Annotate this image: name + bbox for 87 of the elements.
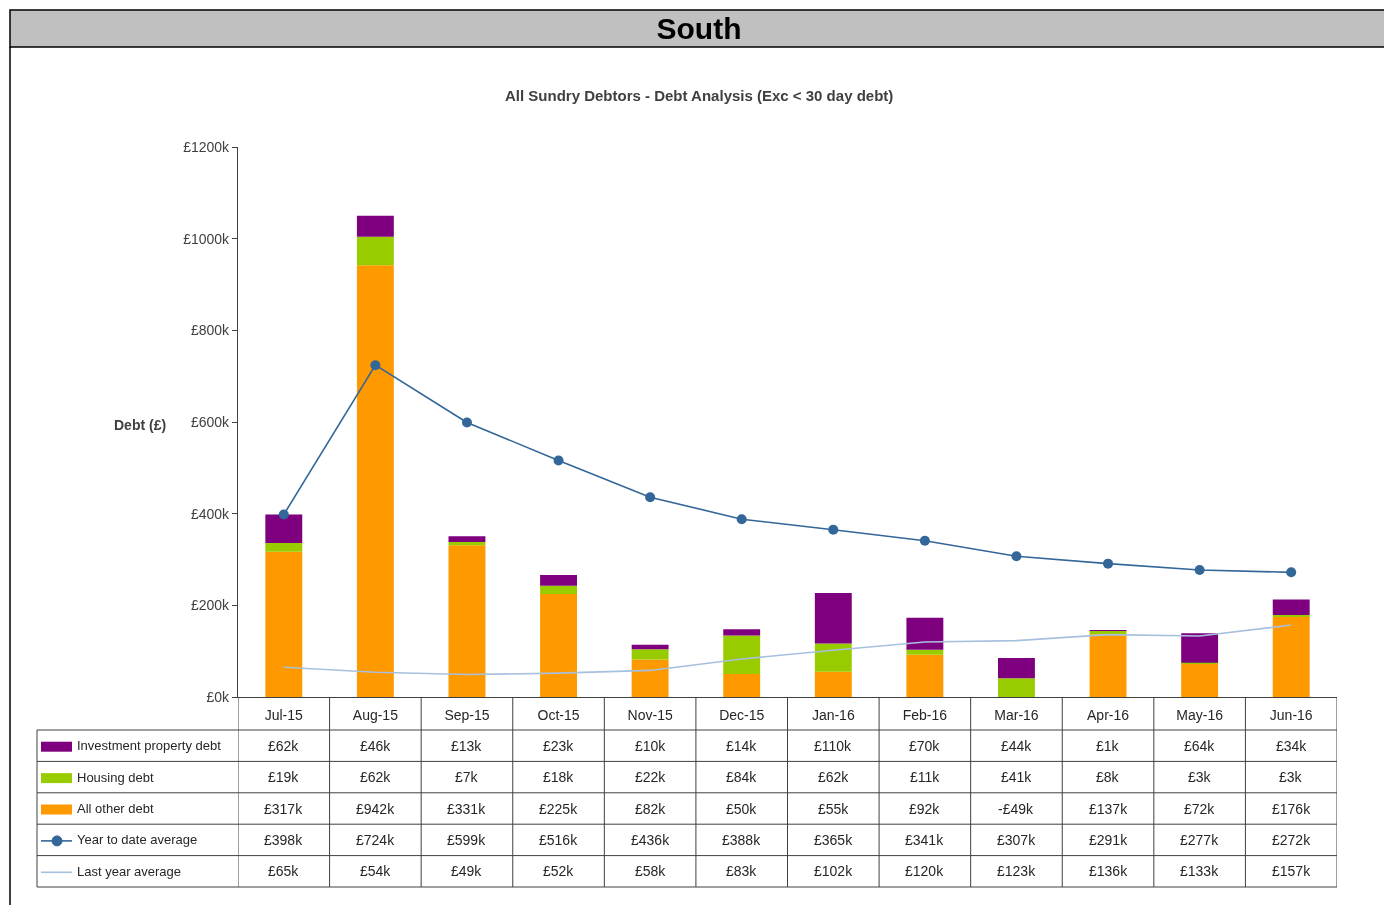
- data-label: £1k: [1096, 738, 1120, 754]
- chart-title: South: [656, 12, 742, 45]
- data-label: £84k: [726, 769, 758, 785]
- data-label: £120k: [905, 863, 945, 879]
- data-label: £398k: [264, 832, 304, 848]
- data-label: £307k: [997, 832, 1037, 848]
- data-label: £22k: [635, 769, 667, 785]
- data-label: £291k: [1089, 832, 1129, 848]
- data-label: £55k: [818, 801, 850, 817]
- x-tick-label: Jun-16: [1269, 706, 1313, 723]
- x-tick-label: Aug-15: [352, 706, 399, 723]
- data-label: £11k: [910, 769, 941, 785]
- data-label: £50k: [726, 801, 758, 817]
- x-tick-label: May-16: [1176, 706, 1224, 723]
- data-label: £157k: [1272, 863, 1312, 879]
- data-label: £19k: [268, 769, 300, 785]
- data-label: £516k: [539, 832, 579, 848]
- data-label: £942k: [356, 801, 396, 817]
- data-label: £102k: [814, 863, 854, 879]
- y-axis-title: Debt (£): [114, 417, 167, 433]
- data-label: £23k: [543, 738, 575, 754]
- data-label: £3k: [1188, 769, 1212, 785]
- data-label: £62k: [268, 738, 300, 754]
- data-label: £272k: [1272, 832, 1312, 848]
- legend-label: All other debt: [77, 801, 154, 816]
- data-label: £136k: [1089, 863, 1129, 879]
- x-tick-label: Sep-15: [444, 706, 490, 723]
- data-label: £92k: [909, 801, 941, 817]
- x-tick-label: Jul-15: [264, 706, 304, 723]
- y-tick-label: £200k: [190, 597, 231, 614]
- data-label: £64k: [1184, 738, 1216, 754]
- data-label: £58k: [635, 863, 667, 879]
- data-label: £436k: [631, 832, 671, 848]
- y-tick-label: £400k: [190, 505, 231, 522]
- y-tick-label: £800k: [190, 322, 231, 339]
- data-label: £225k: [539, 801, 579, 817]
- x-tick-label: Oct-15: [537, 706, 580, 723]
- text: -£49k: [998, 801, 1034, 817]
- data-label: £110k: [814, 738, 853, 754]
- data-label: £3k: [1279, 769, 1303, 785]
- data-label: £331k: [447, 801, 487, 817]
- x-tick-label: Mar-16: [994, 706, 1039, 723]
- data-label: £83k: [726, 863, 758, 879]
- y-tick-label: £1000k: [183, 230, 231, 247]
- data-label: £72k: [1184, 801, 1216, 817]
- data-label: £137k: [1089, 801, 1129, 817]
- data-label: £599k: [447, 832, 487, 848]
- data-label: £123k: [997, 863, 1037, 879]
- data-label: £7k: [455, 769, 479, 785]
- data-label: £176k: [1272, 801, 1312, 817]
- data-label: £10k: [635, 738, 667, 754]
- x-tick-label: Feb-16: [902, 706, 948, 723]
- data-label: £388k: [722, 832, 762, 848]
- legend-label: Last year average: [77, 864, 182, 879]
- data-label: £44k: [1001, 738, 1033, 754]
- data-label: £133k: [1180, 863, 1220, 879]
- data-label: £46k: [360, 738, 392, 754]
- data-label: £54k: [360, 863, 392, 879]
- legend-label: Year to date average: [77, 832, 198, 847]
- data-label: £52k: [543, 863, 575, 879]
- legend-label: Housing debt: [77, 770, 154, 785]
- data-label: £13k: [451, 738, 483, 754]
- chart-subtitle: All Sundry Debtors - Debt Analysis (Exc < 30 day debt): [505, 87, 894, 104]
- data-label: £317k: [264, 801, 304, 817]
- data-label: £34k: [1276, 738, 1308, 754]
- data-label: £49k: [451, 863, 483, 879]
- y-tick-label: £600k: [190, 413, 231, 430]
- x-tick-label: Nov-15: [627, 706, 673, 723]
- data-label: £62k: [818, 769, 850, 785]
- data-label: £18k: [543, 769, 575, 785]
- data-label: £41k: [1001, 769, 1033, 785]
- y-tick-label: £1200k: [183, 138, 231, 155]
- data-label: £724k: [356, 832, 396, 848]
- data-label: £277k: [1180, 832, 1220, 848]
- data-label: £70k: [909, 738, 941, 754]
- x-tick-label: Apr-16: [1087, 706, 1130, 723]
- data-label: £8k: [1096, 769, 1120, 785]
- legend-label: Investment property debt: [77, 738, 222, 753]
- data-label: £82k: [635, 801, 667, 817]
- y-tick-label: £0k: [206, 688, 231, 705]
- data-label: £62k: [360, 769, 392, 785]
- data-label: £65k: [268, 863, 300, 879]
- data-label: £341k: [905, 832, 945, 848]
- data-label: £14k: [726, 738, 758, 754]
- x-tick-label: Jan-16: [811, 706, 855, 723]
- data-label: £365k: [814, 832, 854, 848]
- x-tick-label: Dec-15: [719, 706, 765, 723]
